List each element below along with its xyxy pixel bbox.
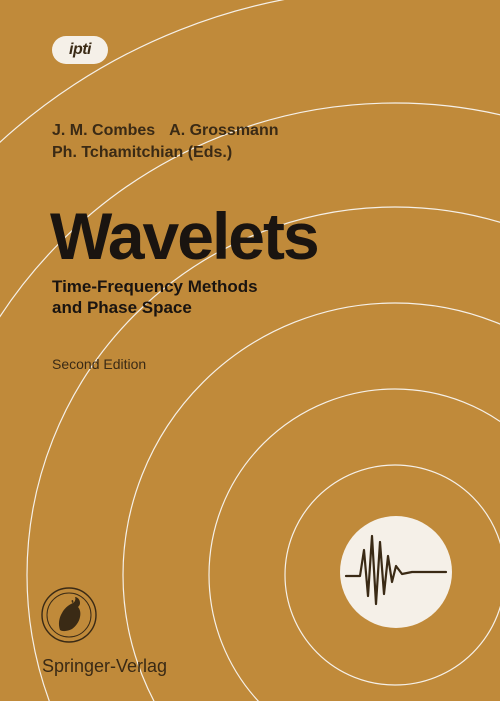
series-badge: ipti xyxy=(52,36,108,64)
subtitle-line-2: and Phase Space xyxy=(52,297,258,318)
series-badge-text: ipti xyxy=(69,41,91,59)
springer-horse-icon xyxy=(40,586,98,644)
editors-line-2: Ph. Tchamitchian (Eds.) xyxy=(52,142,279,164)
editor-1: J. M. Combes xyxy=(52,122,155,139)
wavelet-icon xyxy=(340,516,452,628)
edition-label: Second Edition xyxy=(52,356,146,372)
editor-2: A. Grossmann xyxy=(169,122,278,139)
book-cover: ipti J. M. Combes A. Grossmann Ph. Tchami… xyxy=(0,0,500,701)
editors-block: J. M. Combes A. Grossmann Ph. Tchamitchia… xyxy=(52,120,279,163)
editors-line-1: J. M. Combes A. Grossmann xyxy=(52,120,279,142)
book-title: Wavelets xyxy=(50,198,318,274)
subtitle-line-1: Time-Frequency Methods xyxy=(52,276,258,297)
publisher-name: Springer-Verlag xyxy=(42,656,167,677)
wavelet-inset xyxy=(340,516,452,628)
publisher-seal xyxy=(40,586,98,644)
book-subtitle: Time-Frequency Methods and Phase Space xyxy=(52,276,258,319)
